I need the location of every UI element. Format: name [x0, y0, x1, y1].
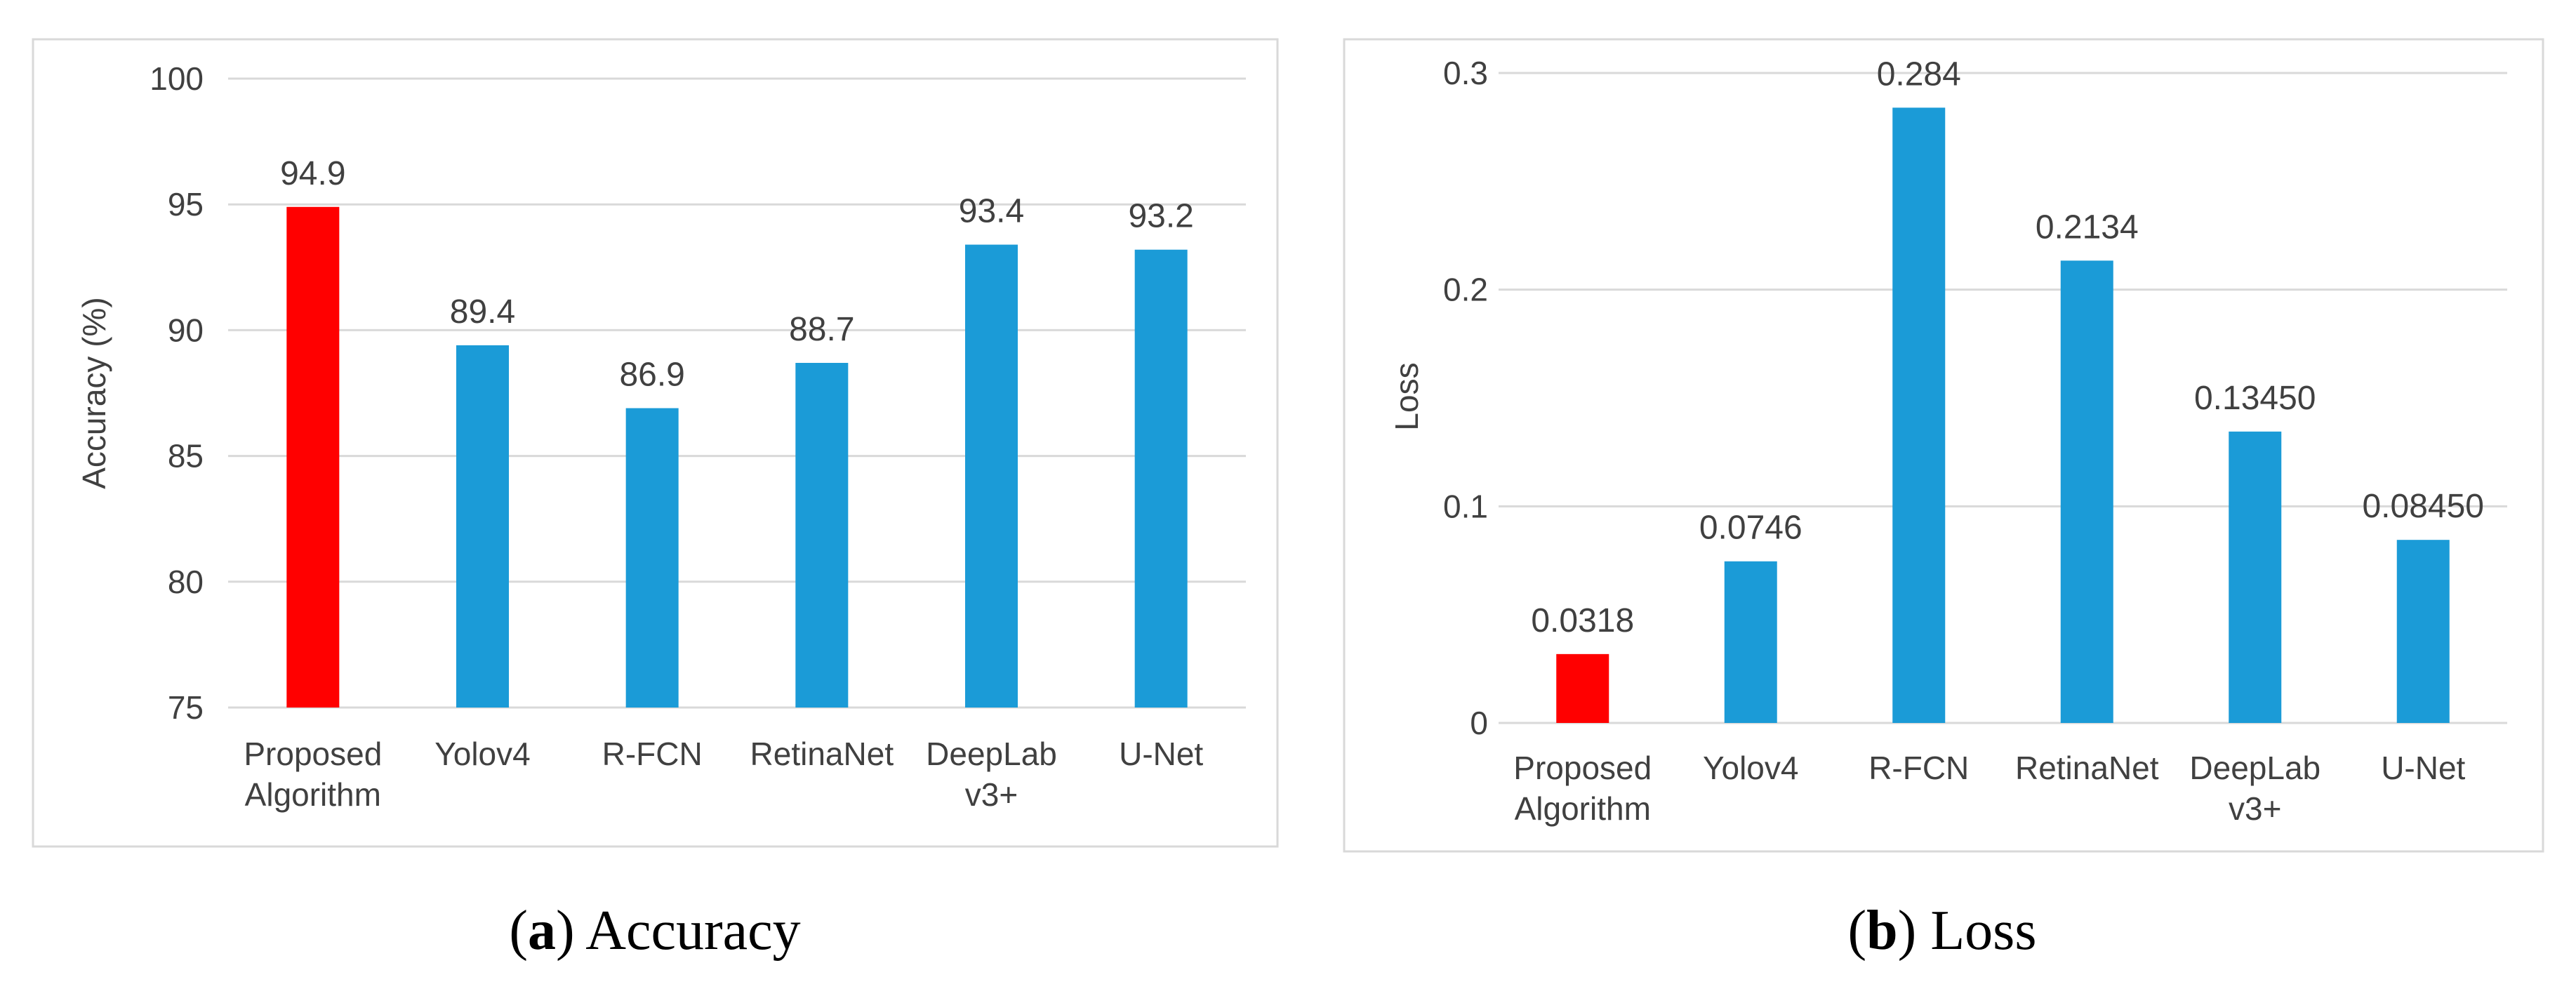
accuracy-bar-0 — [286, 206, 340, 708]
loss-bar-2 — [1892, 107, 1946, 724]
accuracy-data-label-3: 88.7 — [789, 311, 854, 348]
accuracy-y-tick-label: 90 — [168, 312, 204, 348]
accuracy-y-axis-label: Accuracy (%) — [76, 297, 112, 489]
loss-chart: 0 0.1 0.2 0.3 0.0318 0.0746 0.284 0.2134 0.1345… — [1343, 38, 2544, 962]
accuracy-bars — [286, 206, 1188, 708]
accuracy-data-label-0: 94.9 — [280, 155, 345, 192]
loss-bars — [1556, 107, 2450, 724]
loss-bar-4 — [2229, 431, 2282, 723]
accuracy-y-tick-label: 75 — [168, 689, 204, 726]
accuracy-category-label-0: Proposed — [244, 736, 382, 772]
loss-data-label-0: 0.0318 — [1531, 602, 1634, 639]
accuracy-bar-3 — [795, 362, 849, 708]
loss-y-axis-label: Loss — [1388, 362, 1425, 430]
loss-bar-0 — [1556, 653, 1609, 723]
accuracy-chart: 75 80 85 90 95 100 94.9 89.4 86.9 88.7 93.4 93.2 P… — [32, 38, 1279, 962]
accuracy-category-label-4: DeepLab — [926, 736, 1057, 772]
accuracy-bar-4 — [965, 244, 1018, 708]
loss-bar-3 — [2060, 260, 2113, 724]
loss-y-ticks: 0 0.1 0.2 0.3 — [1443, 55, 1488, 741]
accuracy-category-label-1: Yolov4 — [434, 736, 530, 772]
loss-data-label-2: 0.284 — [1877, 55, 1961, 93]
loss-y-tick-label: 0.1 — [1443, 488, 1488, 524]
accuracy-bar-2 — [625, 408, 679, 708]
accuracy-y-tick-label: 100 — [150, 60, 204, 97]
loss-category-label-2: R-FCN — [1868, 750, 1969, 786]
accuracy-gridlines — [228, 77, 1246, 709]
accuracy-category-label-0: Algorithm — [245, 776, 381, 813]
loss-y-tick-label: 0 — [1470, 705, 1488, 741]
loss-y-tick-label: 0.3 — [1443, 55, 1488, 91]
accuracy-y-tick-label: 95 — [168, 186, 204, 223]
loss-category-label-4: v3+ — [2229, 790, 2281, 827]
accuracy-caption-text: Accuracy — [585, 900, 800, 962]
accuracy-caption-letter: a — [528, 900, 556, 962]
accuracy-category-label-4: v3+ — [965, 776, 1018, 813]
loss-category-label-0: Algorithm — [1515, 790, 1651, 827]
loss-category-label-3: RetinaNet — [2015, 750, 2159, 786]
accuracy-y-tick-label: 85 — [168, 438, 204, 474]
accuracy-data-label-2: 86.9 — [619, 357, 684, 394]
accuracy-data-label-5: 93.2 — [1128, 198, 1193, 235]
loss-data-label-5: 0.08450 — [2362, 488, 2484, 525]
loss-gridlines — [1499, 72, 2507, 724]
accuracy-bar-1 — [456, 345, 509, 708]
loss-bar-5 — [2396, 540, 2450, 723]
accuracy-bar-5 — [1134, 249, 1188, 708]
loss-data-labels: 0.0318 0.0746 0.284 0.2134 0.13450 0.08450 — [1531, 55, 2484, 639]
loss-category-label-5: U-Net — [2381, 750, 2465, 786]
loss-data-label-3: 0.2134 — [2036, 208, 2139, 246]
loss-caption-letter: b — [1866, 900, 1898, 962]
loss-y-tick-label: 0.2 — [1443, 272, 1488, 308]
accuracy-category-label-5: U-Net — [1119, 736, 1203, 772]
loss-category-label-1: Yolov4 — [1703, 750, 1798, 786]
accuracy-y-ticks: 75 80 85 90 95 100 — [150, 60, 204, 726]
loss-caption-text: Loss — [1930, 900, 2036, 962]
loss-category-labels: Proposed Algorithm Yolov4 R-FCN RetinaNet Dee… — [1513, 750, 2465, 827]
loss-category-label-4: DeepLab — [2189, 750, 2321, 786]
accuracy-category-label-2: R-FCN — [602, 736, 703, 772]
loss-category-label-0: Proposed — [1513, 750, 1652, 786]
loss-data-label-4: 0.13450 — [2194, 380, 2316, 417]
accuracy-data-label-4: 93.4 — [959, 193, 1024, 230]
accuracy-category-label-3: RetinaNet — [750, 736, 894, 772]
loss-caption: (b) Loss — [1848, 900, 2037, 962]
accuracy-caption: (a) Accuracy — [509, 900, 800, 962]
accuracy-category-labels: Proposed Algorithm Yolov4 R-FCN RetinaNet Dee… — [244, 736, 1203, 813]
accuracy-y-tick-label: 80 — [168, 564, 204, 600]
loss-data-label-1: 0.0746 — [1699, 510, 1802, 547]
accuracy-data-label-1: 89.4 — [450, 293, 515, 331]
loss-bar-1 — [1724, 561, 1777, 723]
accuracy-data-labels: 94.9 89.4 86.9 88.7 93.4 93.2 — [280, 155, 1194, 394]
